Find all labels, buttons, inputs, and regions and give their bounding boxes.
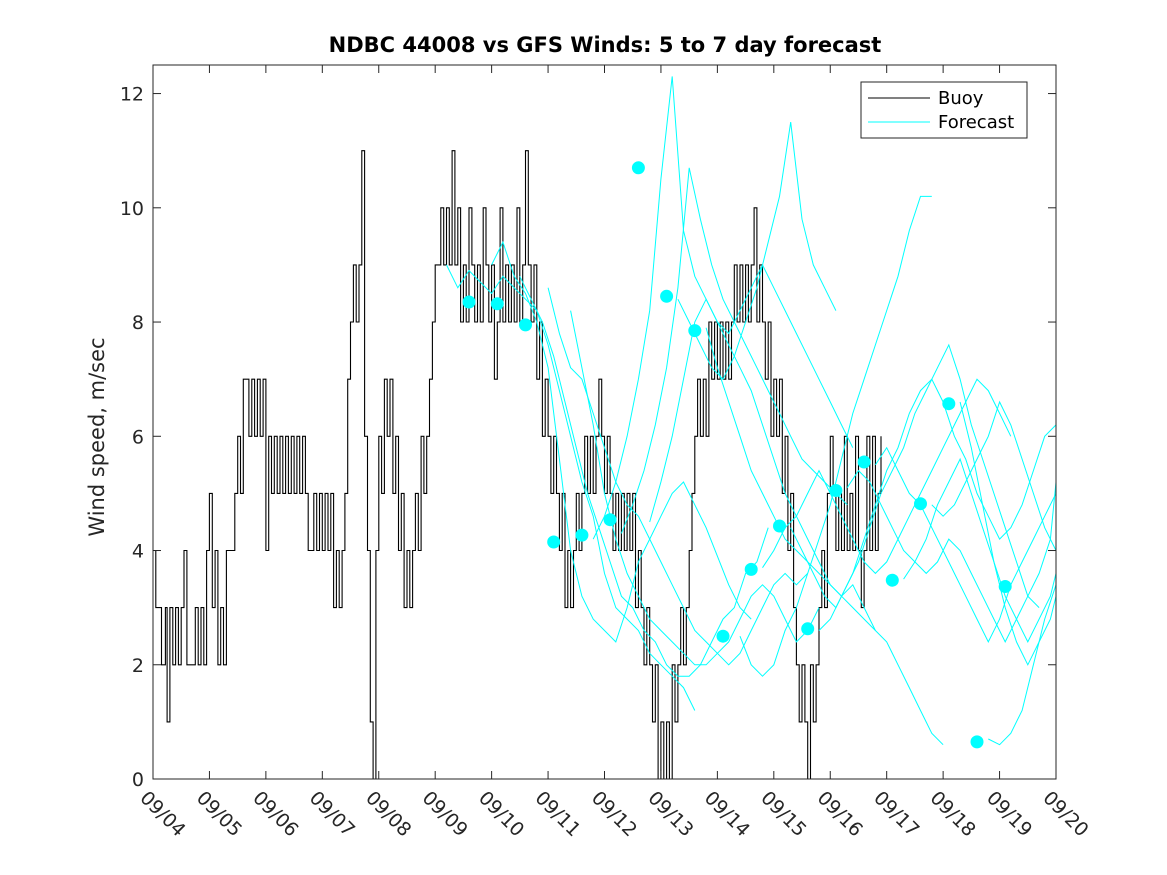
y-tick-label-6: 12 — [120, 84, 144, 106]
forecast-line-10 — [739, 195, 932, 677]
forecast-line-8 — [677, 122, 837, 381]
forecast-marker-10 — [744, 562, 758, 576]
y-tick-label-1: 2 — [132, 655, 144, 677]
forecast-marker-17 — [942, 397, 956, 411]
forecast-marker-12 — [801, 622, 815, 636]
forecast-marker-6 — [631, 161, 645, 175]
forecast-marker-18 — [970, 735, 984, 749]
forecast-line-16 — [903, 457, 1057, 644]
y-tick-label-5: 10 — [120, 198, 144, 220]
forecast-line-12 — [790, 343, 1040, 609]
legend-label-forecast: Forecast — [938, 112, 1014, 133]
forecast-line-1 — [491, 240, 752, 643]
forecast-marker-8 — [688, 324, 702, 338]
y-tick-label-0: 0 — [132, 769, 144, 791]
forecast-marker-19 — [998, 580, 1012, 593]
legend-box — [860, 81, 1028, 139]
forecast-line-13 — [818, 378, 1057, 631]
series-forecast — [446, 76, 1057, 746]
forecast-marker-2 — [519, 318, 532, 332]
forecast-line-3 — [547, 287, 809, 666]
forecast-line-0 — [446, 264, 696, 711]
forecast-marker-5 — [603, 513, 617, 527]
forecast-line-6 — [620, 167, 848, 534]
forecast-marker-14 — [857, 455, 871, 469]
y-axis: 0 2 4 6 8 10 12 — [120, 84, 1056, 791]
forecast-marker-3 — [547, 535, 561, 549]
y-axis-label: Wind speed, m/sec — [85, 337, 109, 536]
forecast-line-2 — [519, 276, 769, 677]
forecast-marker-13 — [829, 484, 843, 497]
chart-title: NDBC 44008 vs GFS Winds: 5 to 7 day fore… — [329, 33, 882, 57]
forecast-marker-1 — [490, 297, 504, 311]
forecast-line-15 — [874, 446, 1057, 644]
legend-label-buoy: Buoy — [938, 88, 984, 109]
forecast-marker-9 — [716, 629, 730, 643]
forecast-line-11 — [762, 378, 1012, 575]
forecast-marker-16 — [914, 497, 927, 511]
forecast-line-19 — [988, 584, 1057, 746]
y-tick-label-4: 8 — [132, 312, 144, 334]
forecast-marker-11 — [773, 519, 786, 533]
forecast-marker-4 — [575, 528, 589, 542]
forecast-line-17 — [931, 400, 1057, 551]
plot-area — [153, 76, 1057, 780]
y-tick-label-3: 6 — [132, 426, 144, 448]
forecast-line-9 — [705, 327, 944, 746]
legend: Buoy Forecast — [860, 81, 1028, 139]
forecast-markers — [462, 161, 1012, 749]
forecast-line-5 — [592, 76, 854, 540]
forecast-line-14 — [846, 469, 1057, 644]
forecast-marker-7 — [660, 289, 674, 303]
forecast-marker-15 — [885, 573, 899, 587]
series-buoy — [153, 150, 882, 780]
y-tick-label-2: 4 — [132, 541, 144, 563]
forecast-line-18 — [959, 401, 1057, 666]
buoy-line — [153, 150, 882, 780]
forecast-marker-0 — [462, 295, 476, 309]
